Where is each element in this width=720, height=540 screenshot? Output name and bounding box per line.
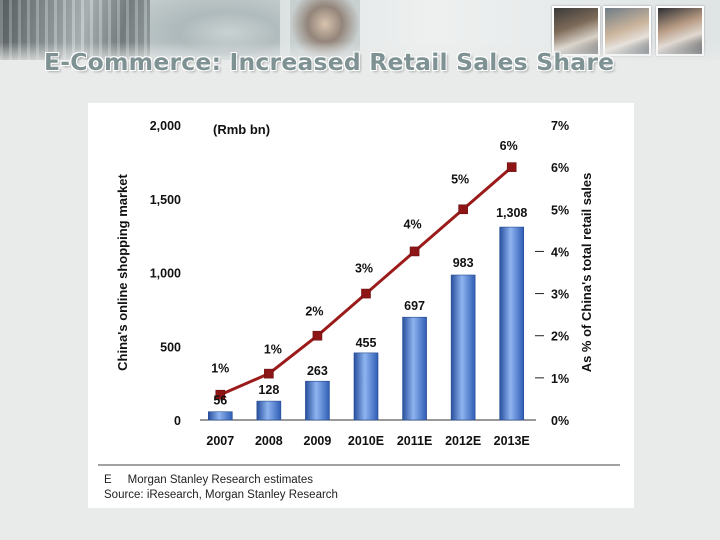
bar-value-label: 1,308 [496,206,527,220]
share-marker [409,246,420,257]
unit-note: (Rmb bn) [213,122,270,137]
y-tick-label: 2,000 [150,119,181,133]
share-marker [458,204,468,215]
bar-value-label: 455 [356,336,377,350]
bar-2008 [256,400,282,421]
chart-notes: E Morgan Stanley Research estimates Sour… [104,473,338,503]
share-marker [215,389,226,400]
y2-tick-label: 1% [551,372,569,386]
y2-tick-label: 0% [551,414,569,428]
y-axis-title: China's online shopping market [115,173,130,370]
share-marker [506,162,517,172]
source-note: Source: iResearch, Morgan Stanley Resear… [104,489,338,501]
x-tick-label: 2009 [304,434,332,448]
y-tick-label: 0 [174,414,181,428]
estimate-marker: E [104,474,112,486]
x-tick-label: 2008 [255,434,283,448]
bar-value-label: 56 [213,394,227,408]
bar-2011e [402,316,427,421]
y2-tick-label: 2% [551,330,569,344]
y-tick-label: 1,500 [150,193,181,207]
share-value-label: 4% [404,217,422,231]
banner-fade [0,42,720,82]
estimate-note-text: Morgan Stanley Research estimates [127,474,314,486]
bar-value-label: 128 [258,383,279,397]
y2-axis-title: As % of China's total retail sales [579,173,594,373]
y2-tick-label: 7% [551,119,569,133]
bar-2007 [207,411,233,421]
share-value-label: 3% [355,262,373,276]
bar-2012e [450,274,476,421]
x-tick-label: 2012E [445,434,481,448]
bar-2010e [353,352,379,421]
bar-value-label: 263 [307,364,328,378]
share-marker [264,368,274,379]
share-value-label: 5% [451,172,469,186]
y2-tick-label: 5% [551,203,569,217]
bar-2013e [499,226,525,421]
share-marker [361,288,371,299]
chart-panel: 0 500 1,000 1,500 2,000 China's online shoppi… [88,103,634,508]
bar-value-label: 983 [453,256,474,270]
x-tick-label: 2007 [206,434,234,448]
chart-svg: 0 500 1,000 1,500 2,000 China's online shoppi… [98,119,620,466]
share-value-label: 1% [264,343,282,357]
x-tick-label: 2010E [348,434,384,448]
y-tick-label: 1,000 [150,267,181,281]
bar-value-label: 697 [404,299,425,313]
share-value-label: 6% [500,139,518,153]
y-tick-label: 500 [160,340,181,354]
x-tick-label: 2011E [397,434,432,448]
share-value-label: 1% [211,362,229,376]
x-tick-label: 2013E [494,434,530,448]
estimate-note: E Morgan Stanley Research estimates [104,473,338,488]
share-value-label: 2% [305,305,323,319]
y2-tick-label: 3% [551,288,569,302]
bar-2009 [305,380,330,421]
y2-tick-label: 6% [551,161,569,175]
share-marker [312,330,323,341]
slide-title: E-Commerce: Increased Retail Sales Share [44,48,615,76]
y2-tick-label: 4% [551,245,569,259]
